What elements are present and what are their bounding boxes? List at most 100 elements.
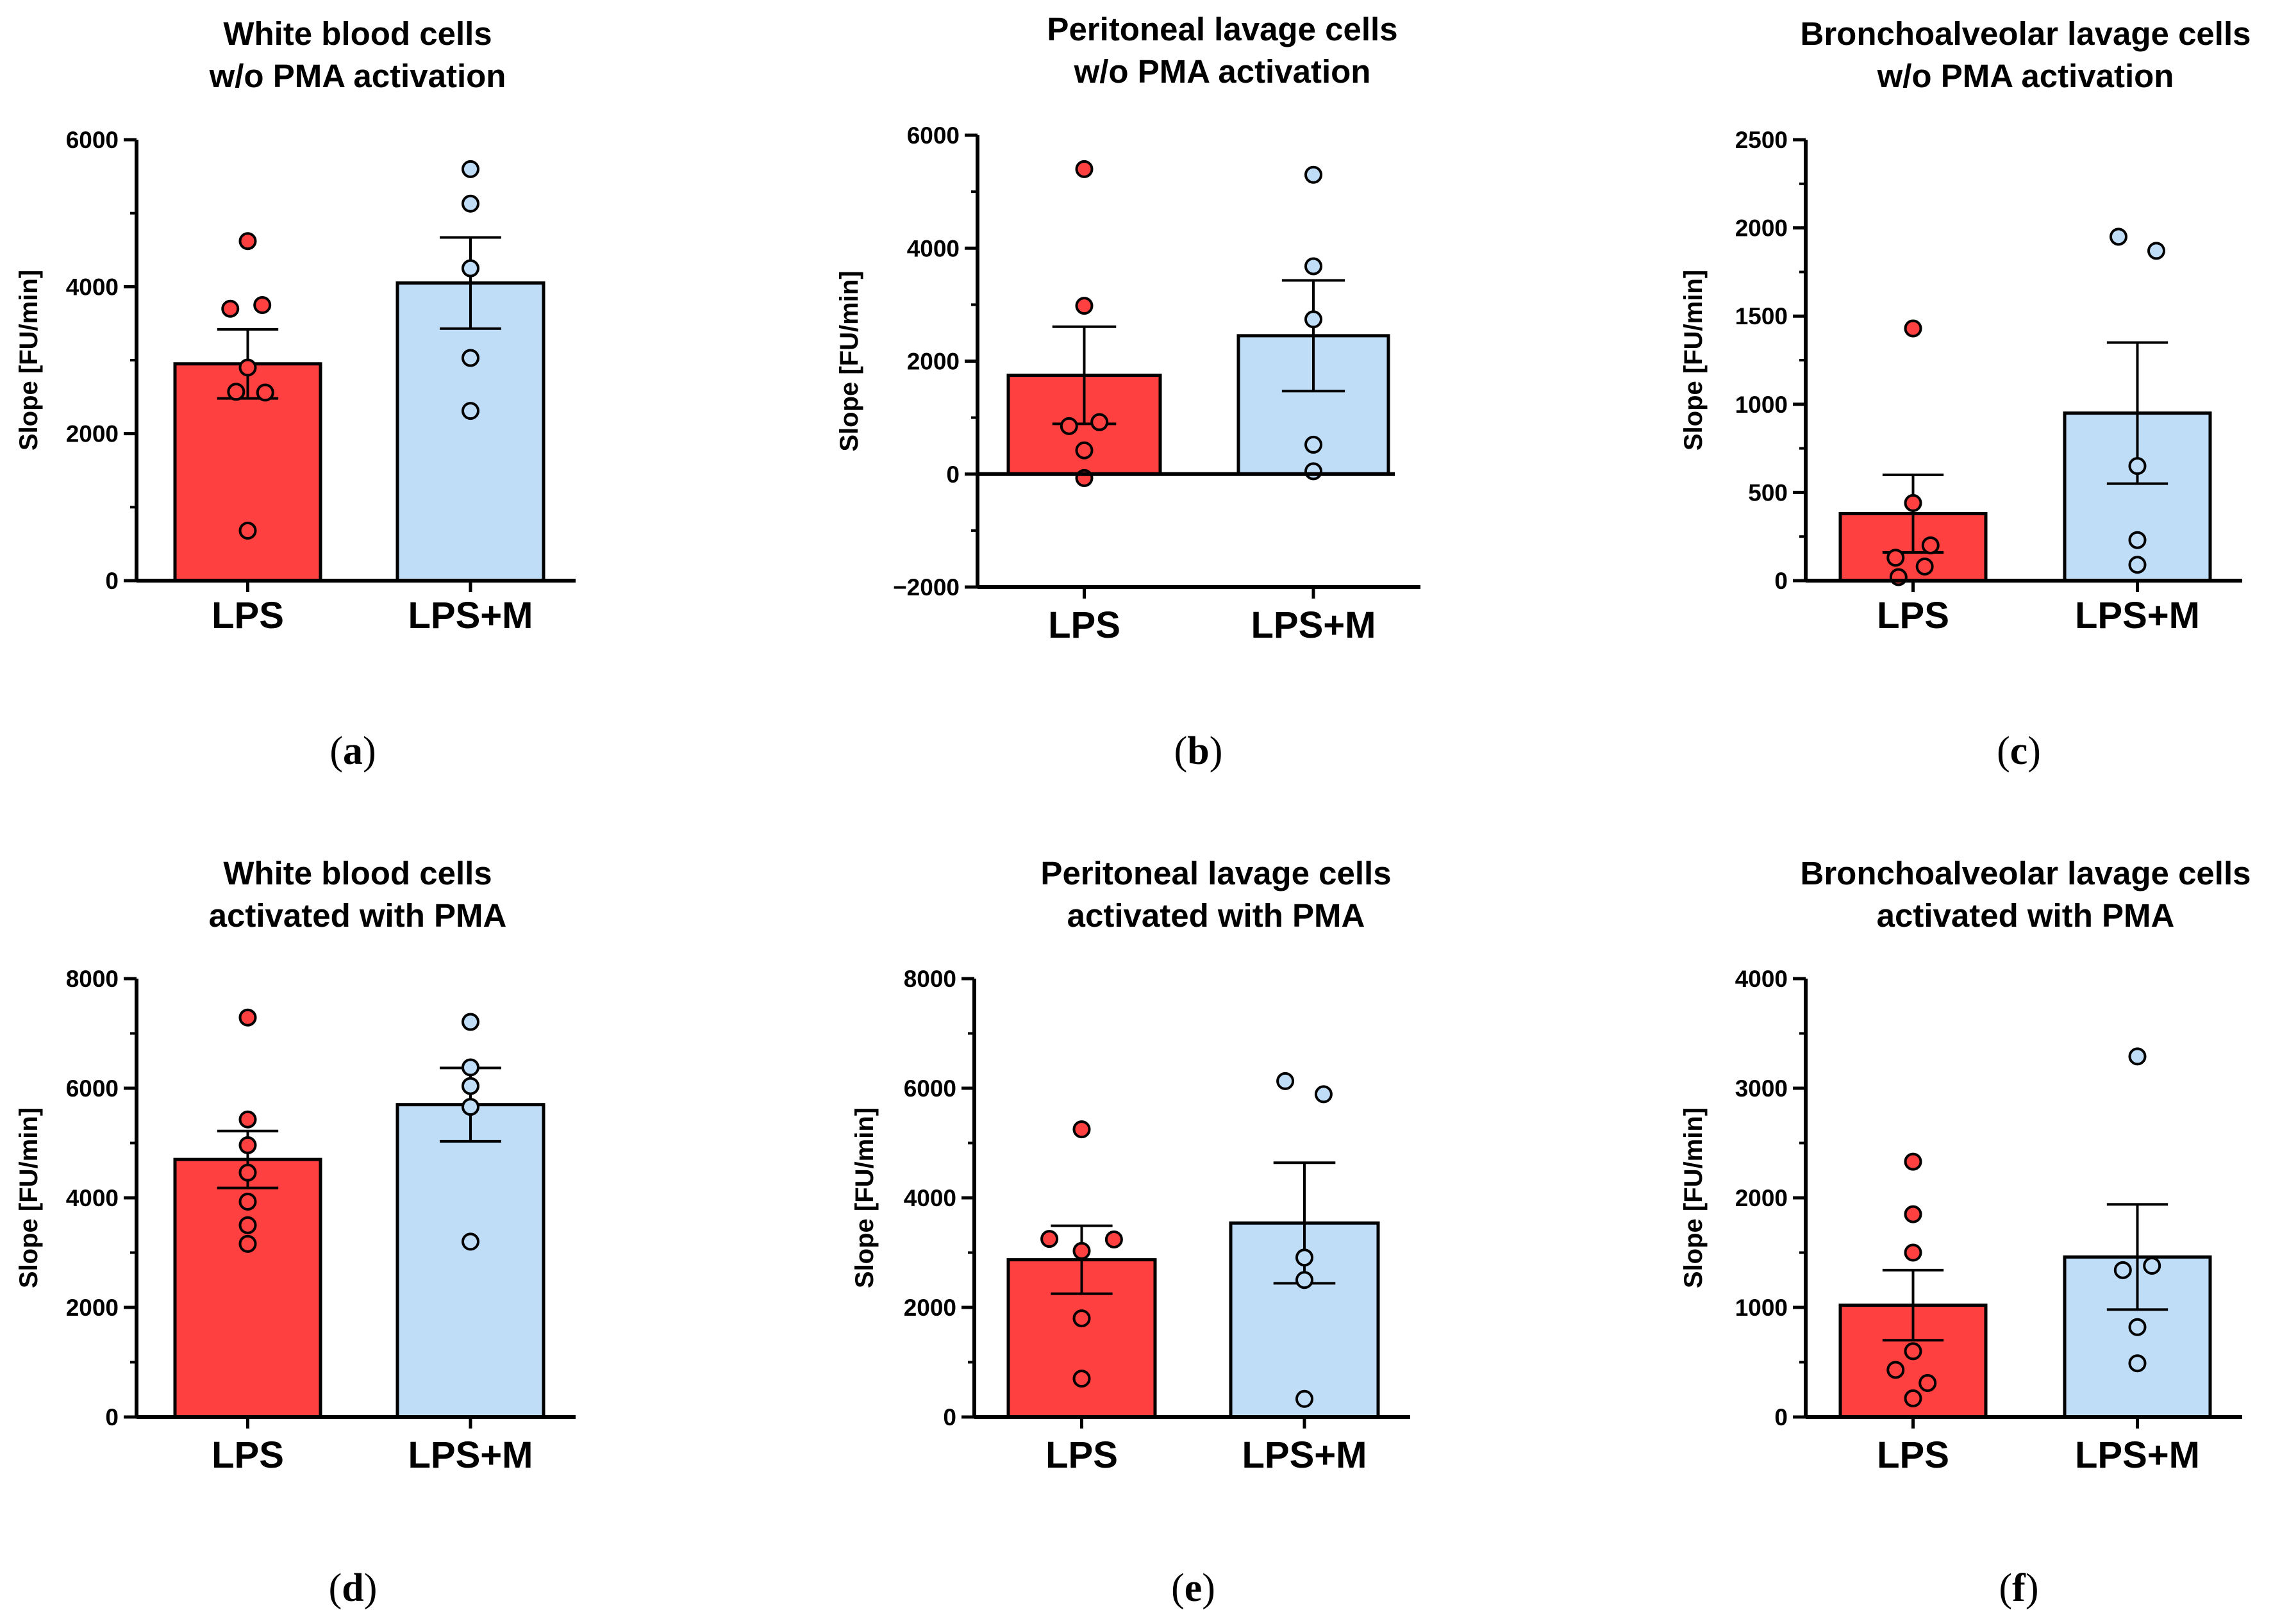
y-tick-label: 2000 [1735,215,1788,242]
data-point [238,358,257,377]
panel-label: (a) [329,729,376,773]
y-tick-label: 1000 [1735,392,1788,418]
y-tick-label: 1000 [1735,1295,1788,1321]
data-point [2128,556,2147,574]
data-point [1276,1072,1295,1090]
data-point [2113,1261,2132,1279]
y-tick-label: 4000 [66,274,119,300]
y-tick-label: 4000 [904,1185,956,1211]
data-point [238,1136,257,1154]
chart-title-line: Peritoneal lavage cells [1047,11,1397,47]
data-point [1304,310,1322,329]
panel-label: (b) [1174,729,1223,773]
category-label: LPS [1877,595,1949,636]
y-tick-label: 0 [943,1404,956,1430]
data-point [1904,493,1922,512]
chart-title-line: activated with PMA [1877,897,2175,934]
data-point [238,1234,257,1253]
chart-panel-d: White blood cells activated with PMA Slope… [15,855,576,1610]
data-point [2143,1257,2161,1275]
panel-label: (c) [1997,729,2041,773]
category-label: LPS+M [1251,604,1376,646]
category-label: LPS+M [408,595,533,636]
data-point [462,160,479,178]
data-point [2128,1354,2147,1373]
data-point [1904,1205,1922,1223]
data-point [2128,1047,2147,1066]
data-point [227,383,246,401]
y-tick-label: 3000 [1735,1075,1788,1102]
y-axis-label: Slope [FU/min] [15,1107,43,1288]
data-point [462,349,479,367]
chart-title-line: activated with PMA [1067,897,1365,934]
data-point [1090,413,1109,431]
y-tick-label: 0 [105,568,119,594]
y-tick-label: 0 [1774,568,1788,594]
data-point [1040,1230,1059,1248]
data-point [1915,557,1934,576]
chart-title-line: White blood cells [223,855,492,891]
data-point [462,259,479,278]
data-point [238,522,257,540]
data-point [462,1098,479,1116]
data-point [1304,435,1322,454]
y-tick-label: 500 [1748,479,1788,506]
data-point [1304,165,1322,184]
data-point [1072,1370,1091,1388]
bar-lps [173,362,322,583]
data-point [238,1192,257,1211]
data-point [1072,1120,1091,1139]
y-tick-label: 6000 [66,127,119,153]
y-tick-label: 1500 [1735,303,1788,329]
y-tick-label: 2000 [66,1295,119,1321]
category-label: LPS+M [2075,595,2200,636]
data-point [1304,257,1322,276]
y-axis-label: Slope [FU/min] [15,270,43,451]
data-point [462,1232,479,1251]
data-point [1295,1389,1313,1408]
y-tick-label: 2000 [907,349,960,375]
data-point [1295,1248,1313,1267]
data-point [462,194,479,213]
y-tick-label: 4000 [1735,966,1788,992]
data-point [1904,1243,1922,1262]
y-axis-label: Slope [FU/min] [835,270,863,451]
data-point [1072,1241,1091,1260]
data-point [1314,1085,1333,1104]
data-point [462,1058,479,1077]
y-tick-label: 2000 [904,1295,956,1321]
data-point [253,296,272,314]
data-point [1075,160,1094,178]
data-point [221,299,240,318]
category-label: LPS [1877,1434,1949,1476]
chart-title-line: w/o PMA activation [1877,58,2174,94]
data-point [1904,1389,1922,1407]
data-point [238,232,257,251]
chart-title-line: Bronchoalveolar lavage cells [1801,15,2251,52]
category-label: LPS [1045,1434,1118,1476]
y-tick-label: 6000 [66,1075,119,1102]
y-tick-label: 8000 [904,966,956,992]
y-tick-label: −2000 [893,574,960,601]
chart-title-line: Bronchoalveolar lavage cells [1801,855,2251,891]
y-tick-label: 0 [1774,1404,1788,1430]
category-label: LPS+M [1242,1434,1367,1476]
data-point [462,402,479,420]
panel-label: (f) [1999,1566,2039,1610]
data-point [238,1163,257,1182]
data-point [2128,1318,2147,1336]
category-label: LPS [1048,604,1120,646]
category-label: LPS [212,1434,284,1476]
chart-panel-f: Bronchoalveolar lavage cells activated wi… [1679,855,2251,1610]
data-point [1072,1309,1091,1328]
y-tick-label: 0 [105,1404,119,1430]
y-axis-label: Slope [FU/min] [1679,270,1708,451]
data-point [1886,1361,1905,1379]
data-point [2109,228,2127,246]
category-label: LPS+M [408,1434,533,1476]
data-point [1060,417,1078,435]
data-point [1904,319,1922,338]
y-tick-label: 8000 [66,966,119,992]
data-point [1904,1152,1922,1171]
data-point [1904,1342,1922,1361]
